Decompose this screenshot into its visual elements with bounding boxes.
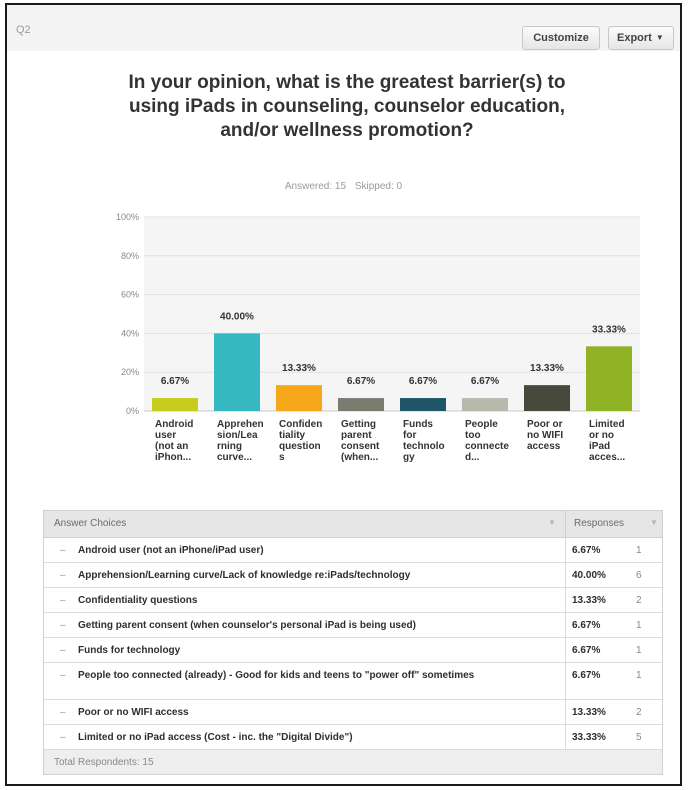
response-percent: 40.00% xyxy=(572,570,606,581)
expand-icon[interactable]: – xyxy=(60,620,66,631)
expand-icon[interactable]: – xyxy=(60,570,66,581)
response-count: 1 xyxy=(636,620,642,631)
response-count: 6 xyxy=(636,570,642,581)
data-label: 13.33% xyxy=(530,363,564,374)
y-tick-label: 20% xyxy=(121,367,139,377)
caret-down-icon: ▼ xyxy=(655,33,664,42)
bar xyxy=(586,346,632,411)
y-tick-label: 60% xyxy=(121,290,139,300)
response-percent: 13.33% xyxy=(572,595,606,606)
table-row: – People too connected (already) - Good … xyxy=(44,663,662,700)
answer-label: Apprehension/Learning curve/Lack of know… xyxy=(78,570,411,581)
table-row: – Poor or no WIFI access 13.33% 2 xyxy=(44,700,662,725)
y-tick-label: 80% xyxy=(121,251,139,261)
response-count: 1 xyxy=(636,545,642,556)
customize-button-label: Customize xyxy=(533,32,589,44)
bar xyxy=(214,333,260,411)
response-count: 1 xyxy=(636,645,642,656)
export-button[interactable]: Export ▼ xyxy=(608,26,674,50)
data-label: 33.33% xyxy=(592,324,626,335)
x-tick-label: Poor or no WIFI access xyxy=(527,419,563,452)
x-tick-label: Limited or no iPad acces... xyxy=(589,419,625,463)
sort-icon[interactable]: ▼ xyxy=(548,518,556,527)
y-tick-label: 40% xyxy=(121,328,139,338)
x-tick-label: Getting parent consent (when... xyxy=(341,419,380,463)
bar xyxy=(152,398,198,411)
answer-label: Limited or no iPad access (Cost - inc. t… xyxy=(78,732,353,743)
x-tick-label: Apprehen sion/Lea rning curve... xyxy=(217,419,264,463)
x-tick-label: Funds for technolo gy xyxy=(403,419,445,463)
data-label: 40.00% xyxy=(220,311,254,322)
answer-label: Funds for technology xyxy=(78,645,181,656)
sort-icon[interactable]: ▼ xyxy=(650,518,658,527)
question-title: In your opinion, what is the greatest ba… xyxy=(128,72,566,141)
table-header: Answer Choices ▼ Responses ▼ xyxy=(44,511,662,538)
question-toolbar: Q2 Customize Export ▼ xyxy=(7,5,680,51)
answer-label: Confidentiality questions xyxy=(78,595,198,606)
expand-icon[interactable]: – xyxy=(60,595,66,606)
responses-header[interactable]: Responses xyxy=(574,518,625,529)
expand-icon[interactable]: – xyxy=(60,545,66,556)
table-row: – Android user (not an iPhone/iPad user)… xyxy=(44,538,662,563)
answer-label: People too connected (already) - Good fo… xyxy=(78,670,475,681)
bar xyxy=(462,398,508,411)
bar xyxy=(524,385,570,411)
answer-choices-header[interactable]: Answer Choices xyxy=(54,518,127,529)
table-row: – Apprehension/Learning curve/Lack of kn… xyxy=(44,563,662,588)
y-tick-label: 100% xyxy=(116,212,139,222)
answer-label: Poor or no WIFI access xyxy=(78,707,189,718)
data-label: 13.33% xyxy=(282,363,316,374)
bar xyxy=(400,398,446,411)
expand-icon[interactable]: – xyxy=(60,732,66,743)
skipped-count: Skipped: 0 xyxy=(354,181,403,192)
question-number: Q2 xyxy=(16,24,31,36)
expand-icon[interactable]: – xyxy=(60,707,66,718)
response-percent: 6.67% xyxy=(572,545,601,556)
response-stats: Answered: 15 Skipped: 0 xyxy=(7,181,680,192)
response-count: 1 xyxy=(636,670,642,681)
response-count: 2 xyxy=(636,707,642,718)
data-label: 6.67% xyxy=(409,376,437,387)
table-row: – Confidentiality questions 13.33% 2 xyxy=(44,588,662,613)
response-percent: 6.67% xyxy=(572,670,601,681)
table-row: – Getting parent consent (when counselor… xyxy=(44,613,662,638)
x-tick-label: Confiden tiality question s xyxy=(279,419,322,463)
export-button-label: Export xyxy=(617,32,652,44)
data-label: 6.67% xyxy=(347,376,375,387)
response-percent: 13.33% xyxy=(572,707,606,718)
data-label: 6.67% xyxy=(161,376,189,387)
x-tick-label: People too connecte d... xyxy=(465,419,509,463)
response-count: 5 xyxy=(636,732,642,743)
x-tick-label: Android user (not an iPhon... xyxy=(155,419,193,463)
bar xyxy=(276,385,322,411)
table-row: – Funds for technology 6.67% 1 xyxy=(44,638,662,663)
survey-question-panel: Q2 Customize Export ▼ In your opinion, wh… xyxy=(5,3,682,786)
table-row: – Limited or no iPad access (Cost - inc.… xyxy=(44,725,662,750)
response-count: 2 xyxy=(636,595,642,606)
expand-icon[interactable]: – xyxy=(60,670,66,681)
answered-count: Answered: 15 xyxy=(284,181,347,192)
data-label: 6.67% xyxy=(471,376,499,387)
table-footer: Total Respondents: 15 xyxy=(44,750,662,774)
y-tick-label: 0% xyxy=(126,406,139,416)
answer-label: Android user (not an iPhone/iPad user) xyxy=(78,545,264,556)
response-percent: 6.67% xyxy=(572,620,601,631)
expand-icon[interactable]: – xyxy=(60,645,66,656)
response-percent: 6.67% xyxy=(572,645,601,656)
response-percent: 33.33% xyxy=(572,732,606,743)
answer-choices-table: Answer Choices ▼ Responses ▼ – Android u… xyxy=(43,510,663,775)
bar xyxy=(338,398,384,411)
answer-label: Getting parent consent (when counselor's… xyxy=(78,620,416,631)
total-respondents: Total Respondents: 15 xyxy=(54,757,154,768)
customize-button[interactable]: Customize xyxy=(522,26,600,50)
bar-chart: 0% 20% 40% 60% 80% 100% 6.67% Android user (not a… xyxy=(116,212,640,463)
